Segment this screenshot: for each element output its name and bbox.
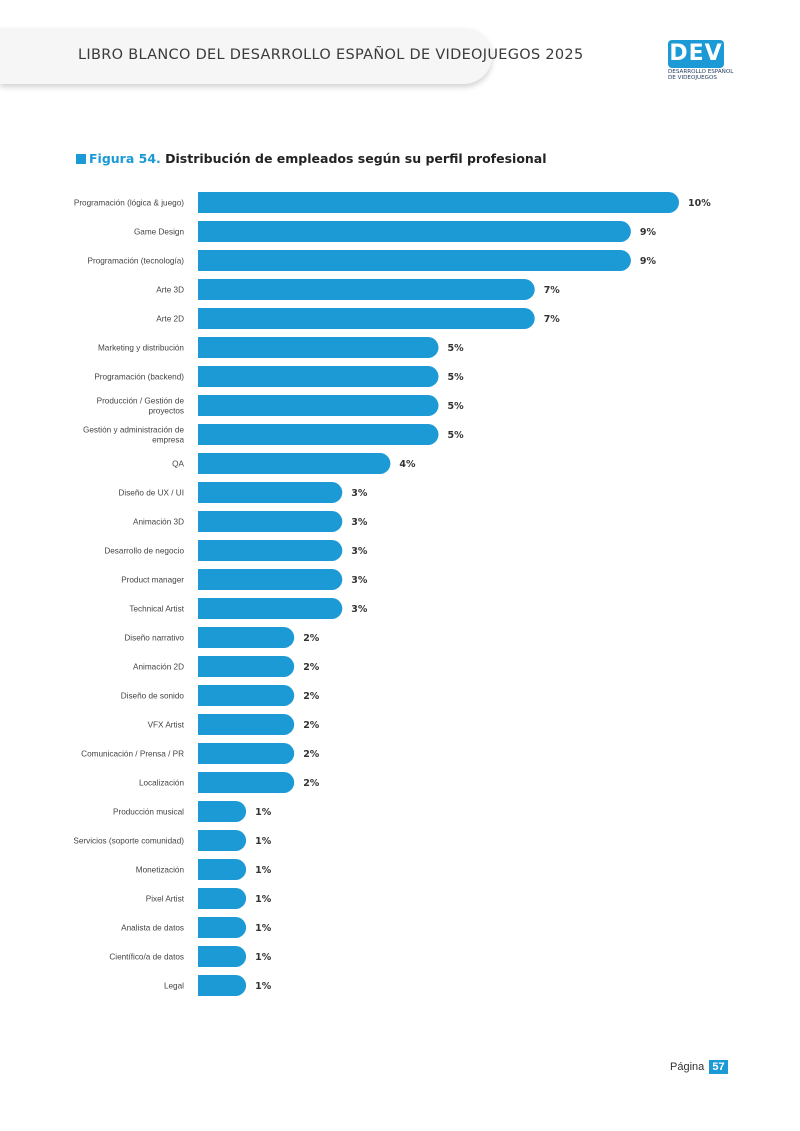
category-label: Gestión y administración de empresa <box>83 426 184 445</box>
value-label: 2% <box>303 720 320 731</box>
bar <box>198 279 535 300</box>
bar <box>198 221 631 242</box>
category-label: Diseño de sonido <box>121 692 185 701</box>
figure-caption: Distribución de empleados según su perfi… <box>165 151 547 166</box>
category-label: Analista de datos <box>121 924 184 933</box>
category-label: Programación (tecnología) <box>88 257 185 266</box>
bar <box>198 801 247 822</box>
bar <box>198 337 439 358</box>
category-label: Legal <box>164 982 184 991</box>
bar <box>198 482 343 503</box>
value-label: 5% <box>448 343 465 354</box>
category-label: Científico/a de datos <box>109 953 184 962</box>
figure-marker-icon <box>76 154 86 164</box>
value-label: 7% <box>544 285 561 296</box>
bar <box>198 830 247 851</box>
bar <box>198 598 343 619</box>
bar <box>198 975 247 996</box>
value-label: 10% <box>688 198 711 209</box>
category-label: VFX Artist <box>148 721 185 730</box>
bar <box>198 917 247 938</box>
value-label: 3% <box>351 575 368 586</box>
value-label: 4% <box>399 459 416 470</box>
page-number: 57 <box>709 1060 728 1074</box>
bar <box>198 859 247 880</box>
bar <box>198 424 439 445</box>
bar <box>198 540 343 561</box>
category-label: Pixel Artist <box>146 895 185 904</box>
category-label: Animación 3D <box>133 518 184 527</box>
bar <box>198 511 343 532</box>
category-label: Comunicación / Prensa / PR <box>81 750 184 759</box>
bar <box>198 772 295 793</box>
logo-text-line2: DE VIDEOJUEGOS <box>668 75 717 81</box>
value-label: 1% <box>255 894 272 905</box>
bar <box>198 888 247 909</box>
dev-logo: DEV DESARROLLO ESPAÑOL DE VIDEOJUEGOS <box>668 40 733 84</box>
value-label: 3% <box>351 517 368 528</box>
value-label: 2% <box>303 662 320 673</box>
figure-title: Figura 54. Distribución de empleados seg… <box>76 151 547 166</box>
category-label: Animación 2D <box>133 663 184 672</box>
value-label: 1% <box>255 923 272 934</box>
bar <box>198 250 631 271</box>
bar <box>198 656 295 677</box>
bar <box>198 627 295 648</box>
value-label: 3% <box>351 488 368 499</box>
value-label: 2% <box>303 691 320 702</box>
category-label: Producción musical <box>113 808 184 817</box>
category-label: Technical Artist <box>129 605 184 614</box>
page-footer: Página 57 <box>670 1060 728 1074</box>
value-label: 1% <box>255 865 272 876</box>
category-label: Product manager <box>121 576 184 585</box>
bar <box>198 714 295 735</box>
value-label: 9% <box>640 227 657 238</box>
figure-label: Figura 54. <box>89 151 161 166</box>
category-label: QA <box>172 460 184 469</box>
category-label: Diseño de UX / UI <box>118 489 184 498</box>
value-label: 1% <box>255 836 272 847</box>
bar <box>198 569 343 590</box>
value-label: 5% <box>448 372 465 383</box>
value-label: 5% <box>448 401 465 412</box>
category-label: Programación (backend) <box>94 373 184 382</box>
category-label: Servicios (soporte comunidad) <box>73 837 184 846</box>
header-tab <box>0 28 492 84</box>
category-label: Monetización <box>136 866 185 875</box>
logo-text-line1: DESARROLLO ESPAÑOL <box>668 69 734 75</box>
value-label: 7% <box>544 314 561 325</box>
category-label: Diseño narrativo <box>124 634 184 643</box>
value-label: 1% <box>255 952 272 963</box>
bar <box>198 192 680 213</box>
value-label: 3% <box>351 604 368 615</box>
bar <box>198 685 295 706</box>
value-label: 2% <box>303 749 320 760</box>
bar <box>198 453 391 474</box>
value-label: 3% <box>351 546 368 557</box>
bar <box>198 366 439 387</box>
bar <box>198 308 535 329</box>
bar <box>198 395 439 416</box>
bar <box>198 946 247 967</box>
category-label: Game Design <box>134 228 185 237</box>
value-label: 5% <box>448 430 465 441</box>
category-label: Arte 2D <box>156 315 184 324</box>
bar <box>198 743 295 764</box>
category-label: Arte 3D <box>156 286 184 295</box>
category-label: Desarrollo de negocio <box>104 547 184 556</box>
logo-mark: DEV <box>668 40 724 68</box>
category-label: Programación (lógica & juego) <box>74 199 184 208</box>
value-label: 1% <box>255 807 272 818</box>
value-label: 2% <box>303 778 320 789</box>
category-label: Marketing y distribución <box>98 344 184 353</box>
value-label: 2% <box>303 633 320 644</box>
category-label: Producción / Gestión de proyectos <box>97 397 185 416</box>
category-label: Localización <box>139 779 185 788</box>
value-label: 9% <box>640 256 657 267</box>
page-header-title: LIBRO BLANCO DEL DESARROLLO ESPAÑOL DE V… <box>78 47 584 63</box>
page-label: Página <box>670 1061 705 1073</box>
value-label: 1% <box>255 981 272 992</box>
